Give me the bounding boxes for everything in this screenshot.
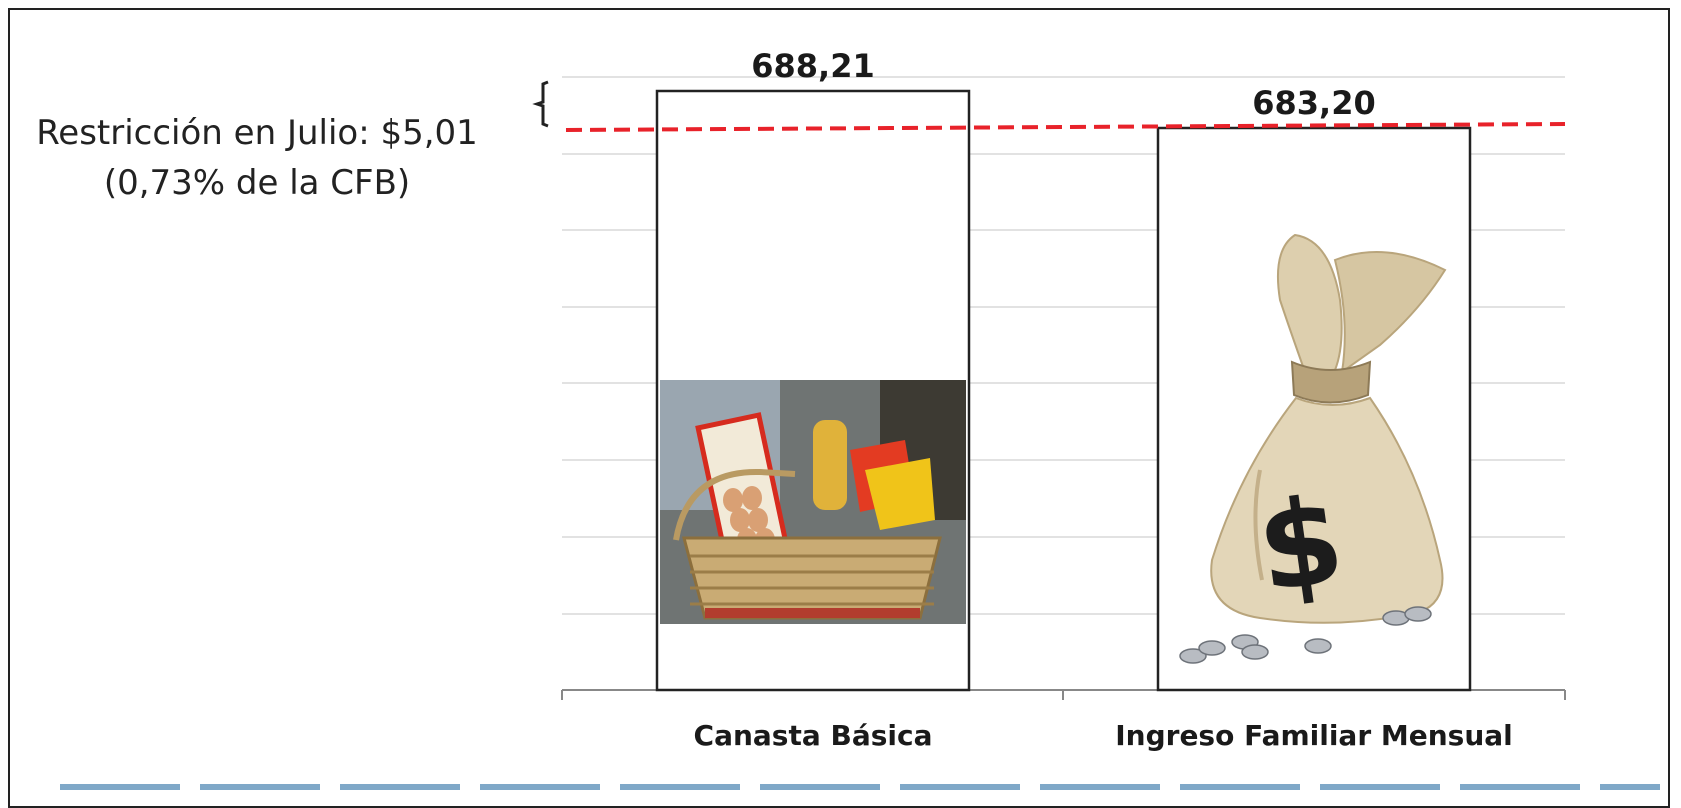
chart-figure: Restricción en Julio: $5,01 (0,73% de la… (8, 8, 1670, 808)
bottom-decorative-strip (60, 784, 1660, 790)
axis-break-bracket (532, 80, 549, 128)
bar-chart: $ 688,21 683,20 Canasta Básica Ingreso Fam… (532, 47, 1566, 752)
x-axis (561, 689, 1566, 700)
restriction-line-1: Restricción en Julio: $5,01 (36, 113, 478, 153)
value-label-2: 683,20 (1252, 84, 1375, 122)
category-labels: Canasta Básica Ingreso Familiar Mensual (694, 719, 1513, 752)
value-label-1: 688,21 (751, 47, 874, 85)
axis-break-marker (532, 80, 549, 128)
bar-images: $ (660, 233, 1447, 664)
money-bag-icon: $ (1179, 233, 1447, 664)
basket-icon (660, 380, 966, 624)
value-labels: 688,21 683,20 (751, 47, 1375, 122)
restriction-line-2: (0,73% de la CFB) (103, 163, 411, 203)
svg-text:$: $ (1250, 471, 1352, 620)
category-label-1: Canasta Básica (694, 719, 933, 752)
restriction-annotation: Restricción en Julio: $5,01 (0,73% de la… (22, 108, 492, 208)
category-label-2: Ingreso Familiar Mensual (1115, 719, 1513, 752)
